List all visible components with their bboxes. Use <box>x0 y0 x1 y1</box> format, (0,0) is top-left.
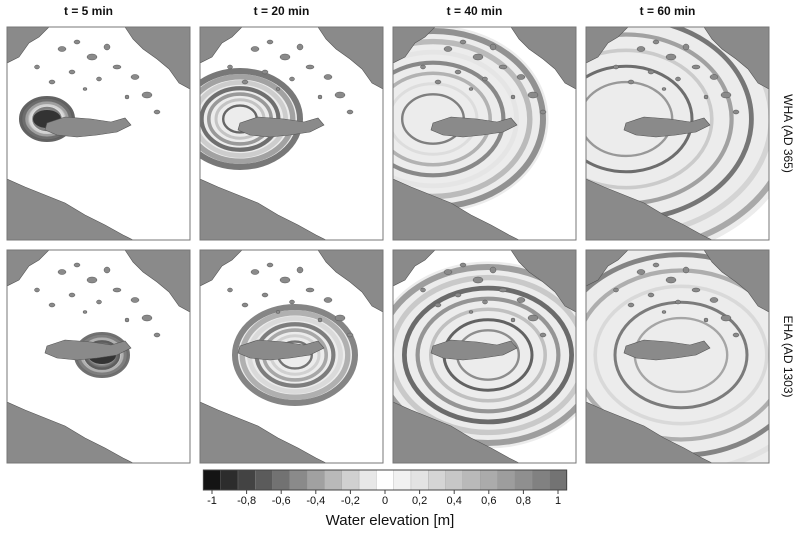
panel-frame <box>6 249 191 464</box>
colorbar-tick-label: -0,8 <box>237 495 256 507</box>
colorbar-cell <box>203 469 222 491</box>
colorbar-cell <box>358 469 377 491</box>
wave-front <box>393 49 519 189</box>
map-content <box>200 27 383 240</box>
wave-front <box>613 300 749 410</box>
colorbar-cell <box>445 469 464 491</box>
panel-frame <box>392 26 577 241</box>
column-title: t = 5 min <box>64 4 113 18</box>
map-content <box>586 250 769 463</box>
colorbar-cell <box>376 469 395 491</box>
colorbar-cell <box>220 469 239 491</box>
wave-front <box>232 304 358 406</box>
colorbar-cell <box>549 469 568 491</box>
colorbar-tick-label: -1 <box>207 495 217 507</box>
colorbar-tick-label: -0,4 <box>306 495 325 507</box>
map-panel <box>585 26 770 241</box>
wave-front <box>586 268 769 442</box>
map-panel <box>6 249 191 464</box>
map-content <box>393 250 576 463</box>
colorbar-cell <box>306 469 325 491</box>
panel-frame <box>585 26 770 241</box>
row-label: WHA (AD 365) <box>781 94 795 173</box>
map-panel <box>392 249 577 464</box>
map-content <box>586 27 769 240</box>
map-content <box>7 250 190 463</box>
panel-frame <box>199 26 384 241</box>
map-panel <box>392 26 577 241</box>
map-content <box>7 27 190 240</box>
wave-front <box>428 307 548 403</box>
colorbar-tick-label: 0 <box>382 495 388 507</box>
wave-front <box>415 296 561 414</box>
wave-front <box>586 80 674 158</box>
map-panel <box>199 249 384 464</box>
column-title: t = 20 min <box>254 4 310 18</box>
colorbar-cell <box>462 469 481 491</box>
colorbar-cell <box>237 469 256 491</box>
wave-front <box>586 64 694 174</box>
column-title: t = 40 min <box>447 4 503 18</box>
colorbar-cell <box>497 469 516 491</box>
colorbar-cell <box>289 469 308 491</box>
colorbar-cell <box>479 469 498 491</box>
colorbar-cell <box>514 469 533 491</box>
row-label: EHA (AD 1303) <box>781 315 795 397</box>
column-titles: t = 5 min t = 20 min t = 40 min t = 60 min <box>64 4 695 18</box>
wave-front <box>393 274 576 436</box>
wave-front <box>593 284 769 426</box>
wave-front <box>393 60 506 178</box>
colorbar-cell <box>255 469 274 491</box>
colorbar-cell <box>324 469 343 491</box>
map-panel <box>585 249 770 464</box>
wave-front <box>393 264 576 446</box>
colorbar: Water elevation [m] -1 -0,8 -0,6 -0,4 -0,2 0 0… <box>202 469 568 529</box>
panel-frame <box>199 249 384 464</box>
colorbar-tick-label: -0,2 <box>341 495 360 507</box>
map-panel <box>199 26 384 241</box>
colorbar-label: Water elevation [m] <box>326 512 455 529</box>
panel-frame <box>392 249 577 464</box>
wave-front <box>402 285 574 425</box>
colorbar-cell <box>272 469 291 491</box>
colorbar-tick-label: 1 <box>555 495 561 507</box>
map-panels <box>6 26 770 464</box>
row-labels: WHA (AD 365) EHA (AD 1303) <box>781 94 795 397</box>
map-panel <box>6 26 191 241</box>
map-content <box>393 27 576 240</box>
colorbar-tick-label: -0,6 <box>272 495 291 507</box>
panel-frame <box>6 26 191 241</box>
colorbar-cell <box>410 469 429 491</box>
wave-front <box>200 74 296 164</box>
column-title: t = 60 min <box>640 4 696 18</box>
colorbar-cell <box>341 469 360 491</box>
wave-front <box>393 71 492 167</box>
colorbar-tick-label: 0,8 <box>516 495 531 507</box>
colorbar-tick-label: 0,4 <box>447 495 462 507</box>
colorbar-tick-label: 0,2 <box>412 495 427 507</box>
map-content <box>200 250 383 463</box>
colorbar-cell <box>428 469 447 491</box>
wave-front <box>586 48 714 190</box>
wave-front <box>200 68 303 170</box>
colorbar-cell <box>531 469 550 491</box>
panel-frame <box>585 249 770 464</box>
colorbar-cell <box>393 469 412 491</box>
colorbar-tick-label: 0,6 <box>481 495 496 507</box>
